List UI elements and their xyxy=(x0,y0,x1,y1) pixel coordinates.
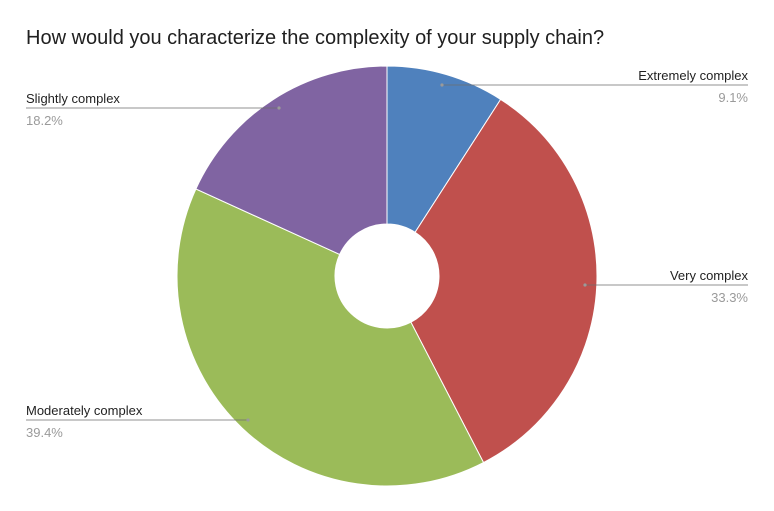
slice-label-extremely-complex: Extremely complex xyxy=(638,68,748,83)
chart-title: How would you characterize the complexit… xyxy=(26,27,605,49)
slice-percent-moderately-complex: 39.4% xyxy=(26,425,63,440)
slice-label-very-complex: Very complex xyxy=(670,268,749,283)
slice-moderately-complex xyxy=(176,188,485,487)
leader-dot-moderately-complex xyxy=(246,418,250,422)
slice-percent-very-complex: 33.3% xyxy=(711,290,748,305)
slice-percent-extremely-complex: 9.1% xyxy=(718,90,748,105)
leader-dot-very-complex xyxy=(583,283,587,287)
slice-very-complex xyxy=(410,98,598,464)
slice-label-moderately-complex: Moderately complex xyxy=(26,403,143,418)
slice-slightly-complex xyxy=(195,65,388,256)
slice-label-slightly-complex: Slightly complex xyxy=(26,91,120,106)
leader-dot-slightly-complex xyxy=(277,106,281,110)
leader-dot-extremely-complex xyxy=(440,83,444,87)
slice-percent-slightly-complex: 18.2% xyxy=(26,113,63,128)
slice-extremely-complex xyxy=(386,65,502,233)
